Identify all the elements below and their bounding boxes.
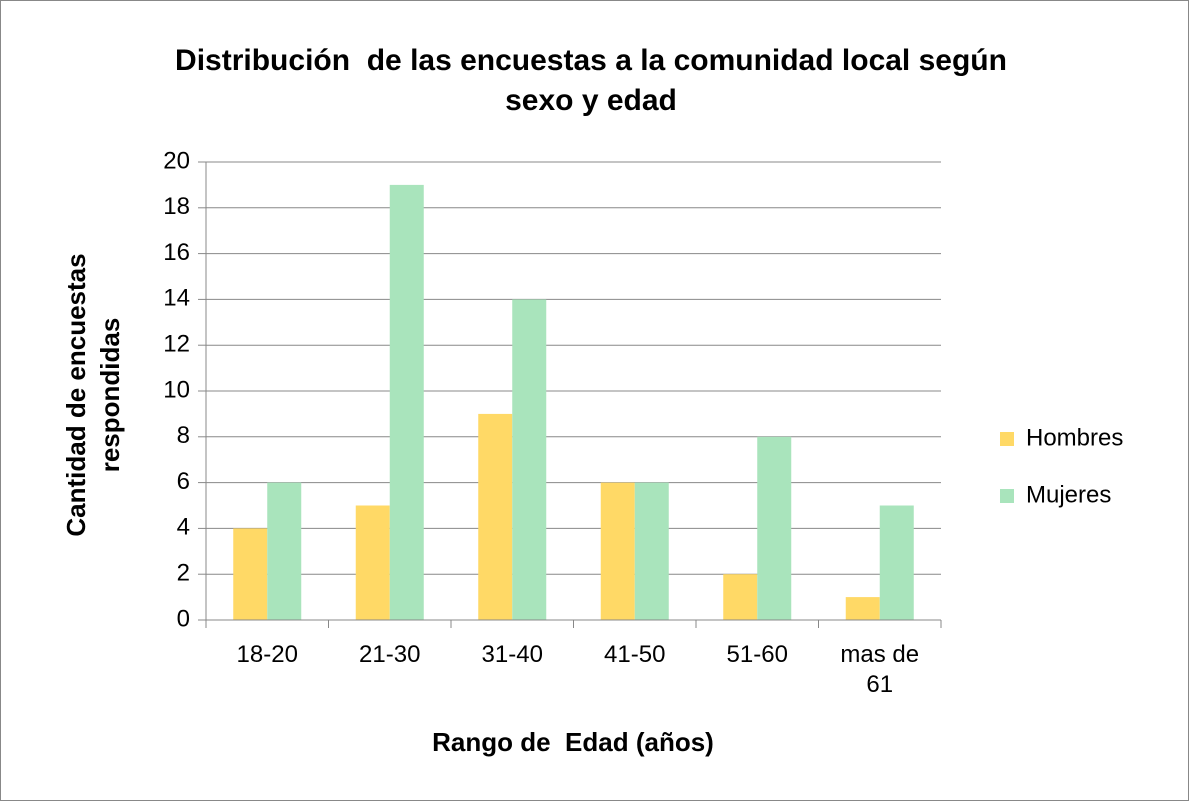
y-tick-label: 6	[177, 468, 190, 495]
y-tick-label: 4	[177, 514, 190, 541]
bar	[723, 574, 758, 620]
bar	[879, 505, 914, 620]
legend-label: Hombres	[1026, 424, 1123, 451]
y-tick-label: 8	[177, 422, 190, 449]
x-tick-label: mas de 61	[840, 641, 926, 698]
y-tick-label: 10	[163, 376, 190, 403]
x-tick-label: 31-40	[481, 641, 543, 668]
bar	[233, 528, 268, 620]
bar	[389, 184, 424, 620]
legend-swatch	[1000, 489, 1014, 503]
bar	[845, 597, 880, 620]
legend-swatch	[1000, 432, 1014, 446]
bar	[634, 482, 669, 620]
bar	[512, 299, 547, 620]
y-tick-label: 20	[163, 147, 190, 174]
bar	[355, 505, 390, 620]
y-tick-label: 2	[177, 560, 190, 587]
y-tick-label: 14	[163, 285, 190, 312]
chart-title: Distribución de las encuestas a la comun…	[175, 44, 1016, 117]
y-axis-label: Cantidad de encuestas respondidas	[61, 246, 125, 537]
x-tick-label: 41-50	[604, 641, 666, 668]
x-tick-label: 51-60	[726, 641, 788, 668]
y-tick-label: 16	[163, 239, 190, 266]
bar	[600, 482, 635, 620]
y-tick-label: 0	[177, 605, 190, 632]
bar	[478, 413, 513, 620]
bar	[267, 482, 302, 620]
y-tick-label: 18	[163, 193, 190, 220]
x-axis-label: Rango de Edad (años)	[432, 727, 714, 757]
bar	[757, 436, 792, 620]
y-tick-label: 12	[163, 331, 190, 358]
legend-label: Mujeres	[1026, 481, 1111, 508]
x-tick-label: 21-30	[359, 641, 421, 668]
x-tick-label: 18-20	[236, 641, 298, 668]
